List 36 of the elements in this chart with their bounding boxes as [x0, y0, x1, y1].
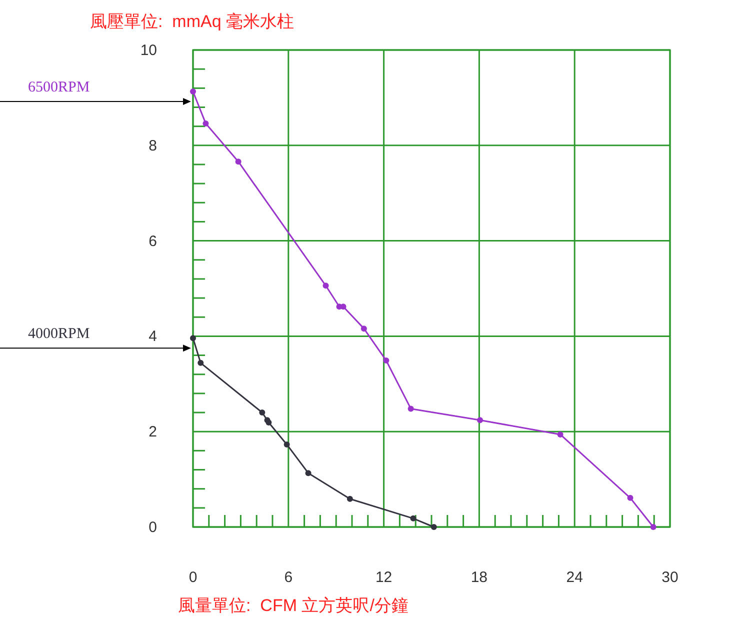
y-tick-label: 2 — [148, 424, 157, 441]
x-tick-label: 12 — [375, 569, 392, 586]
point — [305, 470, 312, 476]
text: 4000RPM — [28, 326, 90, 342]
x-tick-label: 0 — [188, 569, 198, 586]
point — [284, 441, 290, 448]
point — [557, 431, 564, 438]
point — [430, 524, 437, 530]
y-tick-label: 8 — [148, 137, 157, 154]
point — [322, 282, 329, 289]
point — [259, 410, 266, 416]
point — [190, 335, 196, 342]
point — [190, 88, 196, 94]
point — [383, 358, 390, 364]
x-tick-label: 6 — [284, 569, 293, 586]
point — [650, 524, 656, 530]
x-tick-label: 24 — [566, 569, 583, 586]
y-tick-label: 0 — [148, 519, 157, 536]
text: 6500RPM — [28, 80, 90, 96]
point — [266, 420, 272, 426]
point — [410, 515, 416, 522]
y-tick-label: 6 — [148, 232, 157, 250]
x-tick-label: 18 — [470, 569, 488, 586]
x-axis-title: 風量單位: CFM 立方英呎/分鐘 — [178, 596, 408, 615]
point — [346, 496, 353, 502]
point — [476, 417, 483, 424]
point — [198, 360, 204, 366]
point — [360, 326, 367, 332]
point — [408, 406, 414, 412]
point — [627, 494, 634, 501]
y-axis-title: 風壓單位: mmAq 毫米水柱 — [90, 12, 294, 31]
point — [235, 158, 242, 165]
y-tick-label: 4 — [148, 328, 157, 346]
point — [202, 120, 209, 126]
x-tick-label: 30 — [662, 569, 678, 586]
y-tick-label: 10 — [140, 42, 157, 59]
